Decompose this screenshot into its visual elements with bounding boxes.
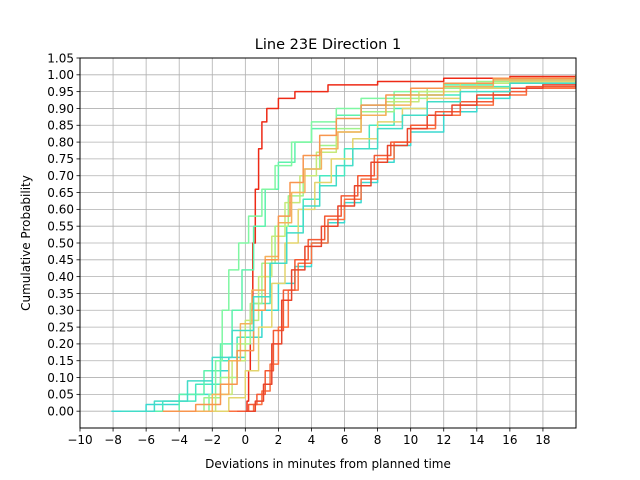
y-tick-label: 0.25	[47, 320, 74, 334]
x-tick-label: 2	[275, 433, 283, 447]
x-tick-label: 14	[469, 433, 484, 447]
x-tick-label: −10	[67, 433, 92, 447]
y-tick-label: 0.50	[47, 236, 74, 250]
y-tick-label: 0.35	[47, 287, 74, 301]
y-tick-label: 0.75	[47, 152, 74, 166]
y-ticks: 0.00 0.05 0.10 0.15 0.20 0.25 0.30 0.35 0.40 0.45…	[47, 51, 80, 418]
x-axis-label: Deviations in minutes from planned time	[205, 457, 451, 471]
y-tick-label: 0.45	[47, 253, 74, 267]
cdf-series-9	[195, 76, 576, 412]
x-tick-label: 18	[535, 433, 550, 447]
cdf-series-14	[121, 78, 576, 412]
series-group	[111, 74, 576, 412]
cdf-series-3	[129, 78, 576, 412]
y-tick-label: 0.20	[47, 337, 74, 351]
y-tick-label: 0.70	[47, 169, 74, 183]
y-tick-label: 0.80	[47, 135, 74, 149]
y-axis-label: Cumulative Probability	[19, 175, 33, 311]
y-tick-label: 0.40	[47, 270, 74, 284]
y-tick-label: 0.85	[47, 119, 74, 133]
y-tick-label: 0.55	[47, 219, 74, 233]
x-tick-label: 16	[502, 433, 517, 447]
x-tick-label: 8	[374, 433, 382, 447]
y-tick-label: 0.00	[47, 404, 74, 418]
x-tick-label: 4	[308, 433, 316, 447]
x-tick-label: 6	[341, 433, 349, 447]
y-tick-label: 0.10	[47, 371, 74, 385]
x-tick-label: 12	[436, 433, 451, 447]
y-tick-label: 0.05	[47, 388, 74, 402]
x-ticks: −10 −8 −6 −4 −2 0 2 4 6 8 10 12 14 16 18	[67, 428, 551, 447]
y-tick-label: 0.60	[47, 203, 74, 217]
y-tick-label: 1.00	[47, 68, 74, 82]
cdf-series-10	[162, 74, 576, 412]
x-tick-label: 0	[242, 433, 250, 447]
y-tick-label: 0.30	[47, 304, 74, 318]
chart-title: Line 23E Direction 1	[255, 37, 401, 53]
y-tick-label: 0.15	[47, 354, 74, 368]
y-tick-label: 0.65	[47, 186, 74, 200]
x-tick-label: −4	[170, 433, 188, 447]
x-tick-label: 10	[403, 433, 418, 447]
x-tick-label: −2	[203, 433, 221, 447]
y-tick-label: 0.90	[47, 102, 74, 116]
y-tick-label: 1.05	[47, 51, 74, 65]
cdf-series-13	[245, 81, 576, 412]
x-tick-label: −8	[104, 433, 122, 447]
x-tick-label: −6	[137, 433, 155, 447]
y-tick-label: 0.95	[47, 85, 74, 99]
